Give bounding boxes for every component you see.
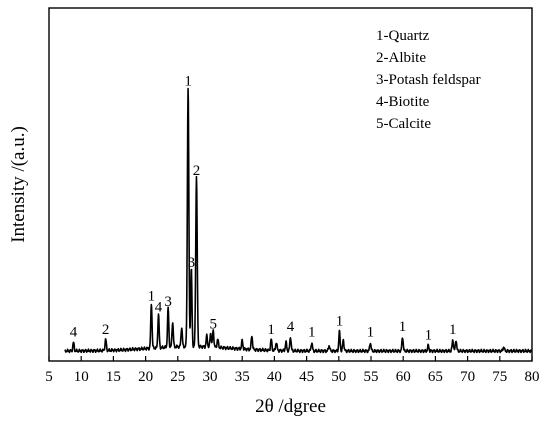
x-tick-label: 35 <box>235 369 250 385</box>
plot-border <box>48 7 533 362</box>
peak-label: 4 <box>155 300 163 316</box>
y-axis-title: Intensity /(a.u.) <box>8 126 29 243</box>
peak-label: 4 <box>70 325 78 341</box>
legend-entry: 2-Albite <box>376 50 426 66</box>
x-tick-label: 65 <box>428 369 443 385</box>
x-tick-label: 15 <box>106 369 121 385</box>
x-tick-label: 30 <box>203 369 218 385</box>
peak-label: 1 <box>425 327 433 343</box>
peak-label: 1 <box>449 322 457 338</box>
x-tick-label: 45 <box>299 369 314 385</box>
x-tick-label: 5 <box>45 369 53 385</box>
peak-label: 2 <box>193 163 201 179</box>
peak-label: 1 <box>336 313 344 329</box>
peak-label: 4 <box>287 319 295 335</box>
x-tick-label: 60 <box>396 369 411 385</box>
legend-entry: 5-Calcite <box>376 116 431 132</box>
peak-label: 2 <box>102 322 110 338</box>
peak-label: 1 <box>184 74 192 90</box>
peak-label: 5 <box>209 316 217 332</box>
x-axis-title: 2θ /dgree <box>255 396 326 417</box>
x-tick-label: 80 <box>525 369 540 385</box>
legend-entry: 3-Potash feldspar <box>376 72 481 88</box>
legend-entry: 4-Biotite <box>376 94 430 110</box>
peak-label: 1 <box>267 322 275 338</box>
legend: 1-Quartz 2-Albite 3-Potash feldspar 4-Bioti… <box>376 28 481 132</box>
peak-label: 1 <box>148 288 156 304</box>
x-tick-label: 75 <box>492 369 507 385</box>
peak-label: 1 <box>367 325 375 341</box>
xrd-pattern-line <box>64 87 533 354</box>
peak-label: 3 <box>188 255 196 271</box>
x-tick-label: 20 <box>138 369 153 385</box>
x-tick-label: 55 <box>364 369 379 385</box>
plot-frame <box>48 7 533 362</box>
x-axis-ticks: 5 10 15 20 25 30 35 40 45 50 55 60 65 70 75 80 <box>45 356 540 385</box>
x-tick-label: 70 <box>460 369 475 385</box>
peak-label: 1 <box>399 319 407 335</box>
peak-label: 3 <box>164 294 172 310</box>
peak-label: 1 <box>308 325 316 341</box>
legend-entry: 1-Quartz <box>376 28 430 44</box>
x-tick-label: 50 <box>331 369 346 385</box>
x-tick-label: 25 <box>170 369 185 385</box>
x-tick-label: 40 <box>267 369 282 385</box>
x-tick-label: 10 <box>74 369 89 385</box>
